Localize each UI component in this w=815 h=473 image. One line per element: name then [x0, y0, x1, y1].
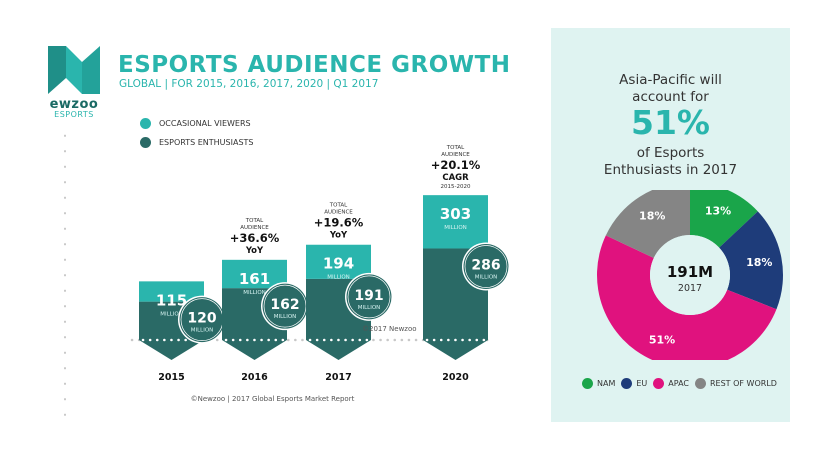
bar-occasional [139, 281, 204, 302]
newzoo-logo-icon [48, 46, 100, 94]
year-label: 2017 [325, 372, 351, 383]
enthusiasts-value-label: 286 [471, 257, 500, 273]
donut-center-value: 191M [667, 263, 713, 281]
chart-title: ESPORTS AUDIENCE GROWTH [118, 52, 511, 78]
donut-chart: 13% 18% 51% 18% 191M 2017 [597, 190, 783, 360]
panel-big-percentage: 51% [631, 103, 710, 142]
annotation-metric: YoY [329, 231, 348, 241]
donut-legend-item: EU [621, 378, 647, 389]
annotation-total-label: TOTAL [329, 203, 348, 209]
panel-line-4: Enthusiasts in 2017 [603, 162, 738, 178]
bar-legend: OCCASIONAL VIEWERS ESPORTS ENTHUSIASTS [140, 118, 254, 148]
legend-item-occasional: OCCASIONAL VIEWERS [140, 118, 254, 129]
legend-label: REST OF WORLD [709, 379, 777, 388]
donut-hole [650, 235, 730, 315]
donut-slice-label: 18% [639, 209, 665, 222]
donut-legend-item: REST OF WORLD [694, 378, 777, 389]
enthusiasts-value-label: 191 [354, 288, 383, 304]
report-footnote: ©Newzoo | 2017 Global Esports Market Rep… [190, 395, 355, 403]
occasional-value-label: 194 [323, 255, 354, 273]
donut-slice-label: 51% [649, 334, 675, 347]
year-label: 2016 [241, 372, 268, 383]
occasional-unit-label: MILLION [243, 290, 266, 296]
annotation-audience-label: AUDIENCE [240, 225, 269, 231]
annotation-metric: CAGR [442, 173, 469, 183]
legend-label: ESPORTS ENTHUSIASTS [159, 138, 254, 147]
enthusiasts-badge [346, 274, 392, 320]
donut-legend-item: NAM [582, 378, 615, 389]
bar-occasional [222, 259, 287, 289]
legend-label: OCCASIONAL VIEWERS [159, 119, 251, 128]
vertical-dotted-line [64, 128, 66, 428]
annotation-audience-label: AUDIENCE [441, 152, 470, 158]
occasional-value-label: 303 [440, 205, 471, 223]
legend-dot-eu-icon [621, 378, 633, 389]
annotation-range: 2015-2020 [441, 184, 471, 190]
enthusiasts-unit-label: MILLION [191, 328, 214, 334]
enthusiasts-unit-label: MILLION [358, 305, 381, 311]
enthusiasts-unit-label: MILLION [475, 274, 498, 280]
donut-slice-apac [597, 235, 777, 360]
legend-dot-nam-icon [582, 378, 593, 389]
legend-label: APAC [668, 379, 689, 388]
donut-slice-rest-of-world [605, 190, 690, 258]
panel-line-2: account for [632, 89, 709, 105]
annotation-growth-value: +20.1% [431, 158, 481, 172]
enthusiasts-badge [179, 297, 225, 343]
chart-subtitle: GLOBAL | FOR 2015, 2016, 2017, 2020 | Q1… [119, 78, 379, 90]
enthusiasts-value-label: 162 [270, 297, 299, 313]
year-label: 2015 [158, 372, 184, 383]
annotation-audience-label: AUDIENCE [324, 210, 353, 216]
annotation-metric: YoY [245, 246, 264, 256]
legend-dot-apac-icon [653, 378, 665, 389]
occasional-unit-label: MILLION [327, 275, 350, 281]
annotation-growth-value: +36.6% [230, 231, 280, 245]
legend-item-enthusiasts: ESPORTS ENTHUSIASTS [140, 137, 254, 148]
donut-slice-eu [719, 211, 783, 310]
chart-copyright: ©2017 Newzoo [362, 325, 417, 333]
donut-slice-label: 18% [746, 256, 772, 269]
occasional-value-label: 115 [156, 291, 187, 309]
bar-occasional [423, 195, 488, 249]
enthusiasts-badge [262, 283, 308, 329]
enthusiasts-badge-inner-ring [347, 275, 391, 319]
occasional-unit-label: MILLION [160, 311, 183, 317]
annotation-growth-value: +19.6% [314, 216, 364, 230]
panel-line-1: Asia-Pacific will [619, 72, 722, 88]
donut-legend: NAM EU APAC REST OF WORLD [582, 378, 777, 389]
logo-wordmark: ewzoo [49, 97, 99, 112]
enthusiasts-badge-inner-ring [464, 245, 508, 288]
logo-subtitle: ESPORTS [54, 110, 94, 119]
donut-legend-item: APAC [653, 378, 689, 389]
annotation-total-label: TOTAL [446, 145, 465, 151]
legend-dot-row-icon [694, 378, 706, 389]
legend-dot-occasional-icon [140, 118, 151, 129]
legend-dot-enthusiasts-icon [140, 137, 151, 148]
enthusiasts-value-label: 120 [187, 311, 216, 327]
year-label: 2020 [442, 372, 469, 383]
panel-line-3: of Esports [636, 145, 705, 161]
legend-label: NAM [597, 379, 616, 388]
donut-slice-label: 13% [705, 204, 731, 217]
enthusiasts-unit-label: MILLION [274, 314, 297, 320]
occasional-value-label: 161 [239, 270, 270, 288]
occasional-unit-label: MILLION [444, 225, 467, 231]
bar-occasional [306, 244, 371, 279]
donut-slice-nam [690, 190, 758, 248]
legend-label: EU [636, 379, 648, 388]
annotation-total-label: TOTAL [245, 218, 264, 224]
donut-center-label: 2017 [678, 283, 702, 294]
enthusiasts-badge [463, 243, 509, 289]
